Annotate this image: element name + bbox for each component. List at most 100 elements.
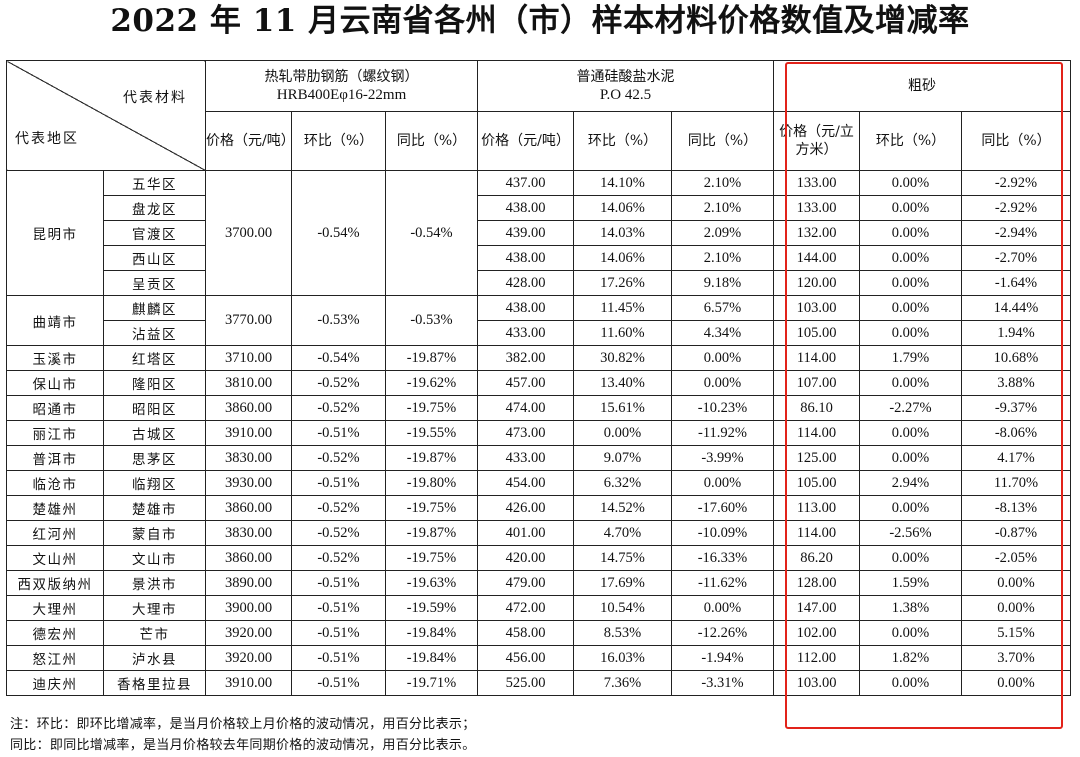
cement-mom-cell: 17.26% xyxy=(573,270,672,296)
sand-yoy-cell: -2.05% xyxy=(961,545,1071,571)
steel-yoy-cell: -19.55% xyxy=(385,420,478,446)
table-row: 临沧市 临翔区 3930.00 -0.51% -19.80% 454.00 6.32% 0.0… xyxy=(6,470,1071,496)
cement-mom-cell: 14.06% xyxy=(573,195,672,221)
city-cell: 普洱市 xyxy=(6,445,104,471)
sand-yoy-cell: 4.17% xyxy=(961,445,1071,471)
district-cell: 楚雄市 xyxy=(103,495,206,521)
district-cell: 官渡区 xyxy=(103,220,206,246)
cement-yoy-cell: -11.62% xyxy=(671,570,774,596)
cement-price-cell: 458.00 xyxy=(477,620,574,646)
steel-yoy-cell: -19.62% xyxy=(385,370,478,396)
cement-price-cell: 401.00 xyxy=(477,520,574,546)
sand-mom-cell: -2.27% xyxy=(859,395,962,421)
sand-price-cell: 113.00 xyxy=(773,495,860,521)
steel-spec: HRB400Eφ16-22mm xyxy=(276,87,407,103)
sand-mom-cell: 0.00% xyxy=(859,270,962,296)
cement-price-cell: 473.00 xyxy=(477,420,574,446)
city-cell: 大理州 xyxy=(6,595,104,621)
table-row: 保山市 隆阳区 3810.00 -0.52% -19.62% 457.00 13.40% 0.… xyxy=(6,370,1071,396)
sand-mom-cell: 0.00% xyxy=(859,495,962,521)
sand-yoy-cell: 0.00% xyxy=(961,595,1071,621)
sand-price-cell: 133.00 xyxy=(773,170,860,196)
sand-mom-cell: 0.00% xyxy=(859,295,962,321)
cement-yoy-cell: -10.09% xyxy=(671,520,774,546)
table-row: 昭通市 昭阳区 3860.00 -0.52% -19.75% 474.00 15.61% -1… xyxy=(6,395,1071,421)
district-cell: 思茅区 xyxy=(103,445,206,471)
cement-price-cell: 382.00 xyxy=(477,345,574,371)
district-cell: 泸水县 xyxy=(103,645,206,671)
cement-price-cell: 472.00 xyxy=(477,595,574,621)
cement-price-cell: 525.00 xyxy=(477,670,574,696)
city-cell: 昆明市 xyxy=(6,170,104,296)
steel-mom-cell: -0.51% xyxy=(291,645,386,671)
steel-price-cell: 3910.00 xyxy=(205,670,292,696)
steel-yoy-cell: -19.63% xyxy=(385,570,478,596)
steel-price-cell: 3920.00 xyxy=(205,645,292,671)
cement-yoy-cell: 9.18% xyxy=(671,270,774,296)
cement-yoy-cell: -12.26% xyxy=(671,620,774,646)
steel-yoy-cell: -19.75% xyxy=(385,395,478,421)
table-row: 楚雄州 楚雄市 3860.00 -0.52% -19.75% 426.00 14.52% -1… xyxy=(6,495,1071,521)
cement-price-cell: 438.00 xyxy=(477,245,574,271)
city-cell: 楚雄州 xyxy=(6,495,104,521)
steel-price-cell: 3770.00 xyxy=(205,295,292,346)
sand-price-cell: 105.00 xyxy=(773,470,860,496)
cement-price-cell: 439.00 xyxy=(477,220,574,246)
sand-mom-header: 环比（%） xyxy=(859,111,962,171)
steel-yoy-cell: -19.87% xyxy=(385,445,478,471)
district-cell: 麒麟区 xyxy=(103,295,206,321)
district-cell: 芒市 xyxy=(103,620,206,646)
cement-price-header: 价格（元/吨） xyxy=(477,111,574,171)
sand-name: 粗砂 xyxy=(908,78,936,94)
cement-header: 普通硅酸盐水泥 P.O 42.5 xyxy=(477,60,774,112)
steel-mom-cell: -0.52% xyxy=(291,545,386,571)
steel-price-cell: 3890.00 xyxy=(205,570,292,596)
sand-yoy-cell: -2.94% xyxy=(961,220,1071,246)
steel-price-cell: 3930.00 xyxy=(205,470,292,496)
cement-mom-cell: 16.03% xyxy=(573,645,672,671)
sand-price-cell: 86.10 xyxy=(773,395,860,421)
table-row: 大理州 大理市 3900.00 -0.51% -19.59% 472.00 10.54% 0.… xyxy=(6,595,1071,621)
sand-mom-cell: 0.00% xyxy=(859,545,962,571)
sand-price-cell: 114.00 xyxy=(773,520,860,546)
steel-price-cell: 3900.00 xyxy=(205,595,292,621)
steel-price-cell: 3710.00 xyxy=(205,345,292,371)
sand-mom-cell: 0.00% xyxy=(859,370,962,396)
sand-yoy-header: 同比（%） xyxy=(961,111,1071,171)
steel-mom-cell: -0.54% xyxy=(291,345,386,371)
cement-yoy-cell: 0.00% xyxy=(671,595,774,621)
steel-yoy-cell: -0.54% xyxy=(385,170,478,296)
steel-mom-cell: -0.52% xyxy=(291,495,386,521)
sand-price-cell: 105.00 xyxy=(773,320,860,346)
steel-mom-cell: -0.51% xyxy=(291,595,386,621)
district-cell: 红塔区 xyxy=(103,345,206,371)
cement-mom-cell: 14.75% xyxy=(573,545,672,571)
steel-price-header: 价格（元/吨） xyxy=(205,111,292,171)
steel-price-cell: 3860.00 xyxy=(205,395,292,421)
steel-yoy-cell: -19.71% xyxy=(385,670,478,696)
sand-price-cell: 102.00 xyxy=(773,620,860,646)
sand-yoy-cell: 11.70% xyxy=(961,470,1071,496)
table-body: 昆明市 五华区 3700.00 -0.54% -0.54% 437.00 14.10% 2.1… xyxy=(6,170,1071,696)
district-cell: 景洪市 xyxy=(103,570,206,596)
cement-price-cell: 479.00 xyxy=(477,570,574,596)
cement-mom-cell: 11.45% xyxy=(573,295,672,321)
cement-mom-cell: 14.10% xyxy=(573,170,672,196)
sand-mom-cell: 1.82% xyxy=(859,645,962,671)
steel-price-cell: 3830.00 xyxy=(205,445,292,471)
sand-mom-cell: 0.00% xyxy=(859,320,962,346)
steel-yoy-header: 同比（%） xyxy=(385,111,478,171)
cement-price-cell: 438.00 xyxy=(477,295,574,321)
cement-mom-cell: 30.82% xyxy=(573,345,672,371)
city-cell: 玉溪市 xyxy=(6,345,104,371)
corner-header: 代表材料 代表地区 xyxy=(6,60,206,171)
sand-mom-cell: 0.00% xyxy=(859,245,962,271)
cement-yoy-cell: 2.10% xyxy=(671,245,774,271)
cement-price-cell: 428.00 xyxy=(477,270,574,296)
steel-mom-cell: -0.53% xyxy=(291,295,386,346)
cement-yoy-cell: -17.60% xyxy=(671,495,774,521)
steel-mom-cell: -0.51% xyxy=(291,420,386,446)
table-row: 西双版纳州 景洪市 3890.00 -0.51% -19.63% 479.00 17.69%… xyxy=(6,570,1071,596)
table-row: 曲靖市 麒麟区 3770.00 -0.53% -0.53% 438.00 11.45% 6.5… xyxy=(6,295,1071,346)
sand-yoy-cell: -8.06% xyxy=(961,420,1071,446)
